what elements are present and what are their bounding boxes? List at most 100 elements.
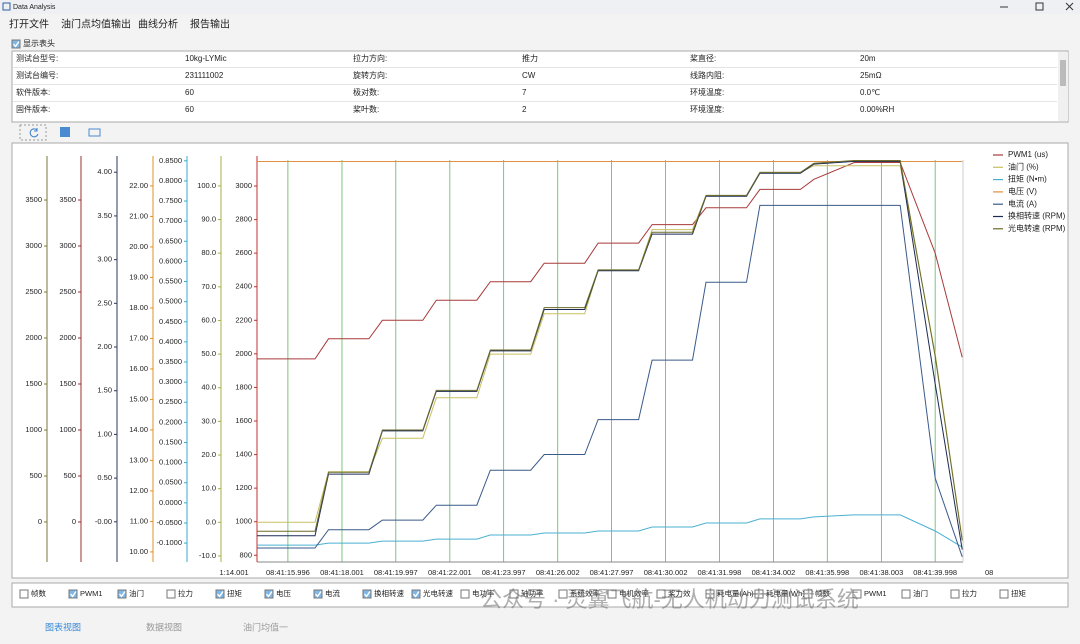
y-tick-label: 90.0 [201,215,216,224]
channel-checkbox[interactable] [705,589,715,599]
channel-checkbox[interactable] [166,589,176,599]
channel-checkbox[interactable] [313,589,323,599]
channel-checkbox-tick [265,591,273,598]
channel-checkbox-tick [216,591,224,598]
tab[interactable]: 图表视图 [45,621,81,632]
y-tick-label: 0.2000 [159,417,182,426]
channel-checkbox[interactable] [68,589,78,599]
menu-item[interactable]: 打开文件 [9,18,49,31]
channel-label[interactable]: 拉力 [962,588,977,598]
scrollbar[interactable] [1058,52,1068,121]
menu-item[interactable]: 油门点均值输出 [61,18,131,31]
channel-checkbox[interactable] [362,589,372,599]
channel-checkbox[interactable] [852,589,862,599]
channel-checkbox[interactable] [509,589,519,599]
channel-checkbox[interactable] [950,589,960,599]
channel-label[interactable]: 桨力效 [668,588,691,598]
channel-label[interactable]: 帧数 [31,588,46,598]
legend-label[interactable]: 电压 (V) [1008,186,1037,196]
y-tick-label: 12.00 [129,486,148,495]
x-tick-label: 08:41:38.003 [859,568,903,577]
info-value: 2 [522,105,527,114]
channel-label[interactable]: 扭矩 [1011,588,1027,598]
menu-item[interactable]: 报告输出 [190,18,230,31]
y-tick-label: 0.0000 [159,498,182,507]
y-tick-label: 2000 [59,333,76,342]
channel-label[interactable]: 换相转速 [374,588,404,598]
channel-checkbox[interactable] [117,589,127,599]
x-tick-label: 08:41:34.002 [752,568,796,577]
y-tick-label: 2500 [59,287,76,296]
channel-checkbox[interactable] [558,589,568,599]
header-checkbox[interactable] [11,39,21,49]
x-tick-label: 08:41:15.996 [266,568,310,577]
channel-checkbox[interactable] [803,589,813,599]
scroll-thumb[interactable] [1060,60,1066,86]
info-value: 60 [185,88,194,97]
series-line [257,514,963,548]
info-value: 7 [522,88,527,97]
channel-label[interactable]: 拉力 [178,588,193,598]
save-button[interactable] [60,127,70,137]
y-tick-label: 2.00 [97,342,112,351]
refresh-button[interactable] [19,124,47,141]
y-tick-label: 21.00 [129,211,148,220]
info-value: 10kg-LYMic [185,54,227,63]
menu-item[interactable]: 曲线分析 [138,18,178,31]
channel-label[interactable]: 扭矩 [227,588,242,598]
channel-checkbox[interactable] [754,589,764,599]
y-tick-label: 1500 [25,379,42,388]
y-tick-label: 10.0 [201,484,216,493]
channel-label[interactable]: 油门 [129,588,144,598]
legend-label[interactable]: 换相转速 (RPM) [1008,211,1066,221]
channel-checkbox[interactable] [901,589,911,599]
channel-label[interactable]: 轴功率 [521,588,544,598]
legend-label[interactable]: 扭矩 (N•m) [1008,174,1047,184]
info-label: 桨叶数: [353,104,379,114]
info-value: CW [522,71,536,80]
legend-label[interactable]: 电流 (A) [1008,198,1037,208]
print-button[interactable] [88,128,101,137]
tab[interactable]: 油门均值一 [243,621,288,632]
channel-checkbox[interactable] [656,589,666,599]
channel-label[interactable]: 电功率 [472,588,495,598]
channel-label[interactable]: PWM1 [864,589,887,598]
channel-label[interactable]: 帧数 [815,588,830,598]
channel-label[interactable]: 耗电量(Wh) [766,588,805,598]
channel-checkbox[interactable] [264,589,274,599]
channel-label[interactable]: 油门 [913,588,928,598]
channel-checkbox[interactable] [215,589,225,599]
channel-label[interactable]: 耗电量(Ah) [717,588,754,598]
info-label: 测试台编号: [16,70,58,80]
channel-checkbox[interactable] [460,589,470,599]
channel-checkbox[interactable] [607,589,617,599]
y-tick-label: -0.00 [95,517,112,526]
y-tick-label: 20.00 [129,242,148,251]
legend-label[interactable]: PWM1 (us) [1008,150,1048,159]
legend-label[interactable]: 光电转速 (RPM) [1008,223,1066,233]
channel-label[interactable]: PWM1 [80,589,103,598]
channel-label[interactable]: 电机效率 [619,588,649,598]
channel-label[interactable]: 光电转速 [423,588,453,598]
channel-label[interactable]: 系统效率 [570,588,600,598]
header-toggle-label[interactable]: 显示表头 [23,38,55,48]
tab[interactable]: 数据视图 [146,621,182,632]
legend-label[interactable]: 油门 (%) [1008,161,1039,171]
y-tick-label: 2400 [235,282,252,291]
y-tick-label: 2800 [235,215,252,224]
y-tick-label: 0.3500 [159,357,182,366]
channel-checkbox[interactable] [411,589,421,599]
channel-checkbox[interactable] [19,589,29,599]
channel-checkbox-tick [118,591,126,598]
y-tick-label: 3500 [25,195,42,204]
title-bar [0,0,1080,14]
y-tick-label: 0.1000 [159,458,182,467]
channel-label[interactable]: 电压 [276,588,291,598]
channel-checkbox[interactable] [999,589,1009,599]
maximize-button[interactable] [1035,2,1044,11]
channel-checkbox-tick [363,591,371,598]
channel-label[interactable]: 电流 [325,588,340,598]
info-value: 231111002 [185,71,224,80]
y-tick-label: 500 [63,471,76,480]
close-button[interactable] [1065,2,1074,11]
